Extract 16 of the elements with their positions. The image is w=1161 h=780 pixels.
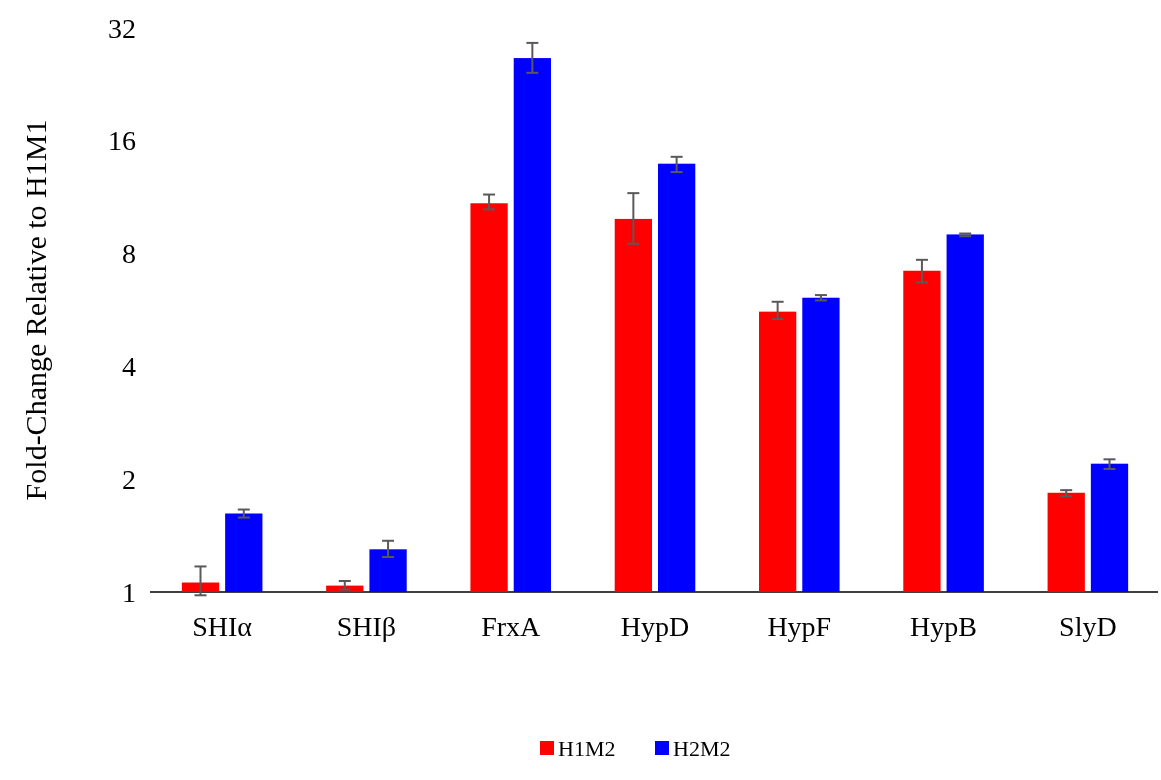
y-tick-label: 32 [108,12,136,44]
x-tick-label: SHIβ [336,611,397,642]
y-tick-label: 4 [122,350,136,382]
x-tick-label: SlyD [1059,611,1117,642]
x-tick-label: FrxA [481,611,542,642]
y-tick-label: 8 [122,238,136,270]
y-axis-title: Fold-Change Relative to H1M1 [19,119,52,501]
y-tick-label: 2 [122,463,136,495]
x-tick-label: HypD [620,611,690,642]
x-tick-label: HypB [910,611,978,642]
legend-label: H1M2 [558,735,616,761]
y-tick-label: 1 [122,576,136,608]
y-tick-label: 16 [108,125,136,157]
x-tick-label: SHIα [192,611,253,642]
x-tick-label: HypF [767,611,832,642]
legend-label: H2M2 [673,735,731,761]
